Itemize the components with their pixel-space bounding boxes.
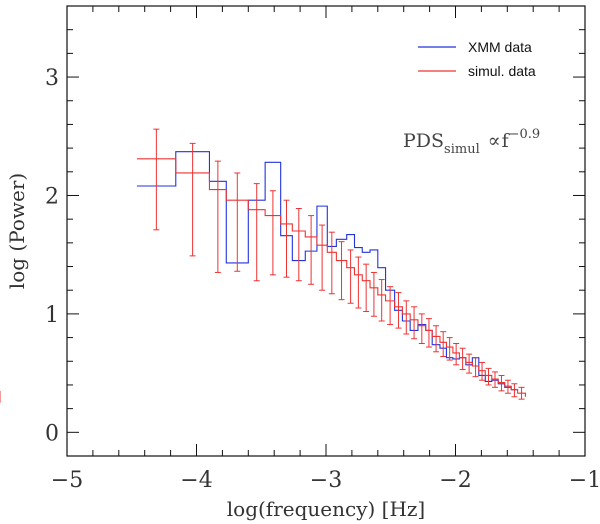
annotation-exp: −0.9: [509, 127, 541, 142]
pds-annotation: PDSsimul ∝f−0.9: [403, 127, 540, 157]
annotation-prop: ∝: [488, 130, 501, 152]
simul-step-line: [136, 158, 526, 397]
annotation-base: PDS: [403, 130, 444, 152]
series-layer: [0, 128, 526, 403]
x-tick-label: −2: [439, 468, 471, 493]
axis-ticks: [66, 5, 586, 457]
y-tick-labels: 0 1 2 3: [45, 66, 59, 446]
legend-label-simul: simul. data: [468, 63, 536, 79]
xmm-step-line: [136, 151, 518, 391]
series-simul: [0, 128, 526, 403]
y-tick-label: 2: [45, 184, 59, 209]
y-tick-label: 0: [45, 421, 59, 446]
annotation-f: f: [502, 130, 511, 152]
y-tick-label: 3: [45, 66, 59, 91]
y-axis-title: log (Power): [5, 173, 29, 289]
legend-label-xmm: XMM data: [468, 39, 532, 55]
x-axis-title: log(frequency) [Hz]: [227, 497, 426, 521]
series-xmm: [136, 151, 518, 391]
x-tick-label: −5: [51, 468, 83, 493]
x-tick-label: −1: [569, 468, 600, 493]
x-tick-label: −3: [310, 468, 342, 493]
y-tick-label: 1: [45, 303, 59, 328]
legend: XMM data simul. data: [418, 39, 536, 79]
x-tick-label: −4: [180, 468, 212, 493]
annotation-sub: simul: [444, 142, 480, 157]
x-tick-labels: −5 −4 −3 −2 −1: [51, 468, 600, 493]
